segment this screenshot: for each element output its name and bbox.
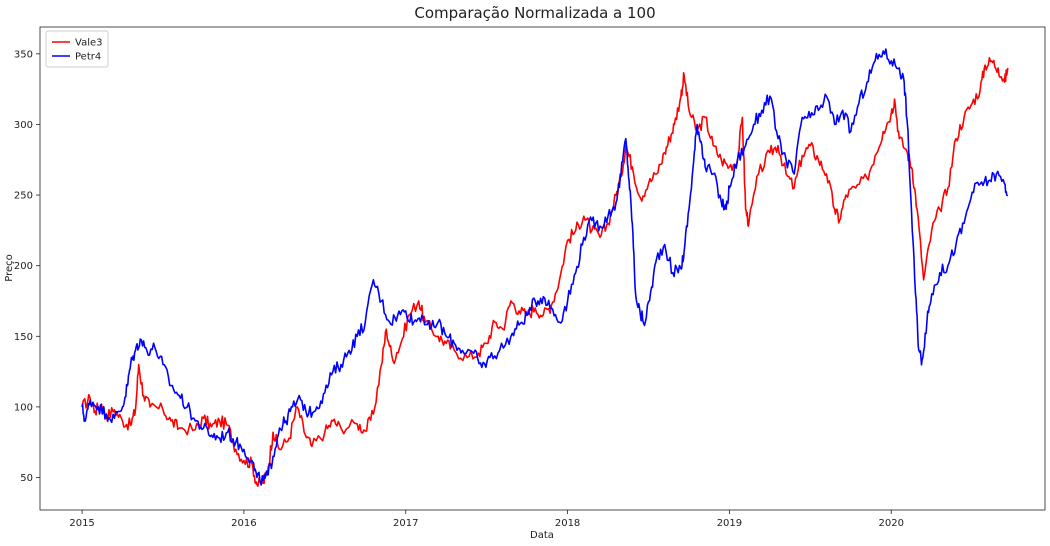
y-tick-label: 350 <box>14 49 33 60</box>
x-tick-label: 2018 <box>555 518 580 529</box>
legend: Vale3 Petr4 <box>45 30 109 68</box>
legend-label: Petr4 <box>75 52 101 63</box>
x-axis: 2015 2016 2017 2018 2019 2020 <box>69 510 904 529</box>
x-axis-label: Data <box>530 530 554 541</box>
y-tick-label: 250 <box>14 191 33 202</box>
chart-title: Comparação Normalizada a 100 <box>414 4 655 22</box>
y-tick-label: 100 <box>14 402 33 413</box>
series-line-vale3 <box>81 57 1009 487</box>
y-tick-label: 300 <box>14 120 33 131</box>
plot-frame <box>39 26 1046 511</box>
y-tick-label: 150 <box>14 332 33 343</box>
y-tick-label: 50 <box>20 473 33 484</box>
x-tick-label: 2020 <box>879 518 904 529</box>
legend-label: Vale3 <box>75 38 103 49</box>
x-tick-label: 2015 <box>69 518 94 529</box>
y-tick-label: 200 <box>14 261 33 272</box>
x-tick-label: 2019 <box>717 518 742 529</box>
x-tick-label: 2016 <box>231 518 256 529</box>
y-axis-label: Preço <box>4 254 15 282</box>
series-line-petr4 <box>81 48 1009 486</box>
y-axis: 50 100 150 200 250 300 350 <box>14 49 40 484</box>
x-tick-label: 2017 <box>393 518 418 529</box>
series-layer <box>81 48 1009 487</box>
legend-box <box>45 30 109 68</box>
